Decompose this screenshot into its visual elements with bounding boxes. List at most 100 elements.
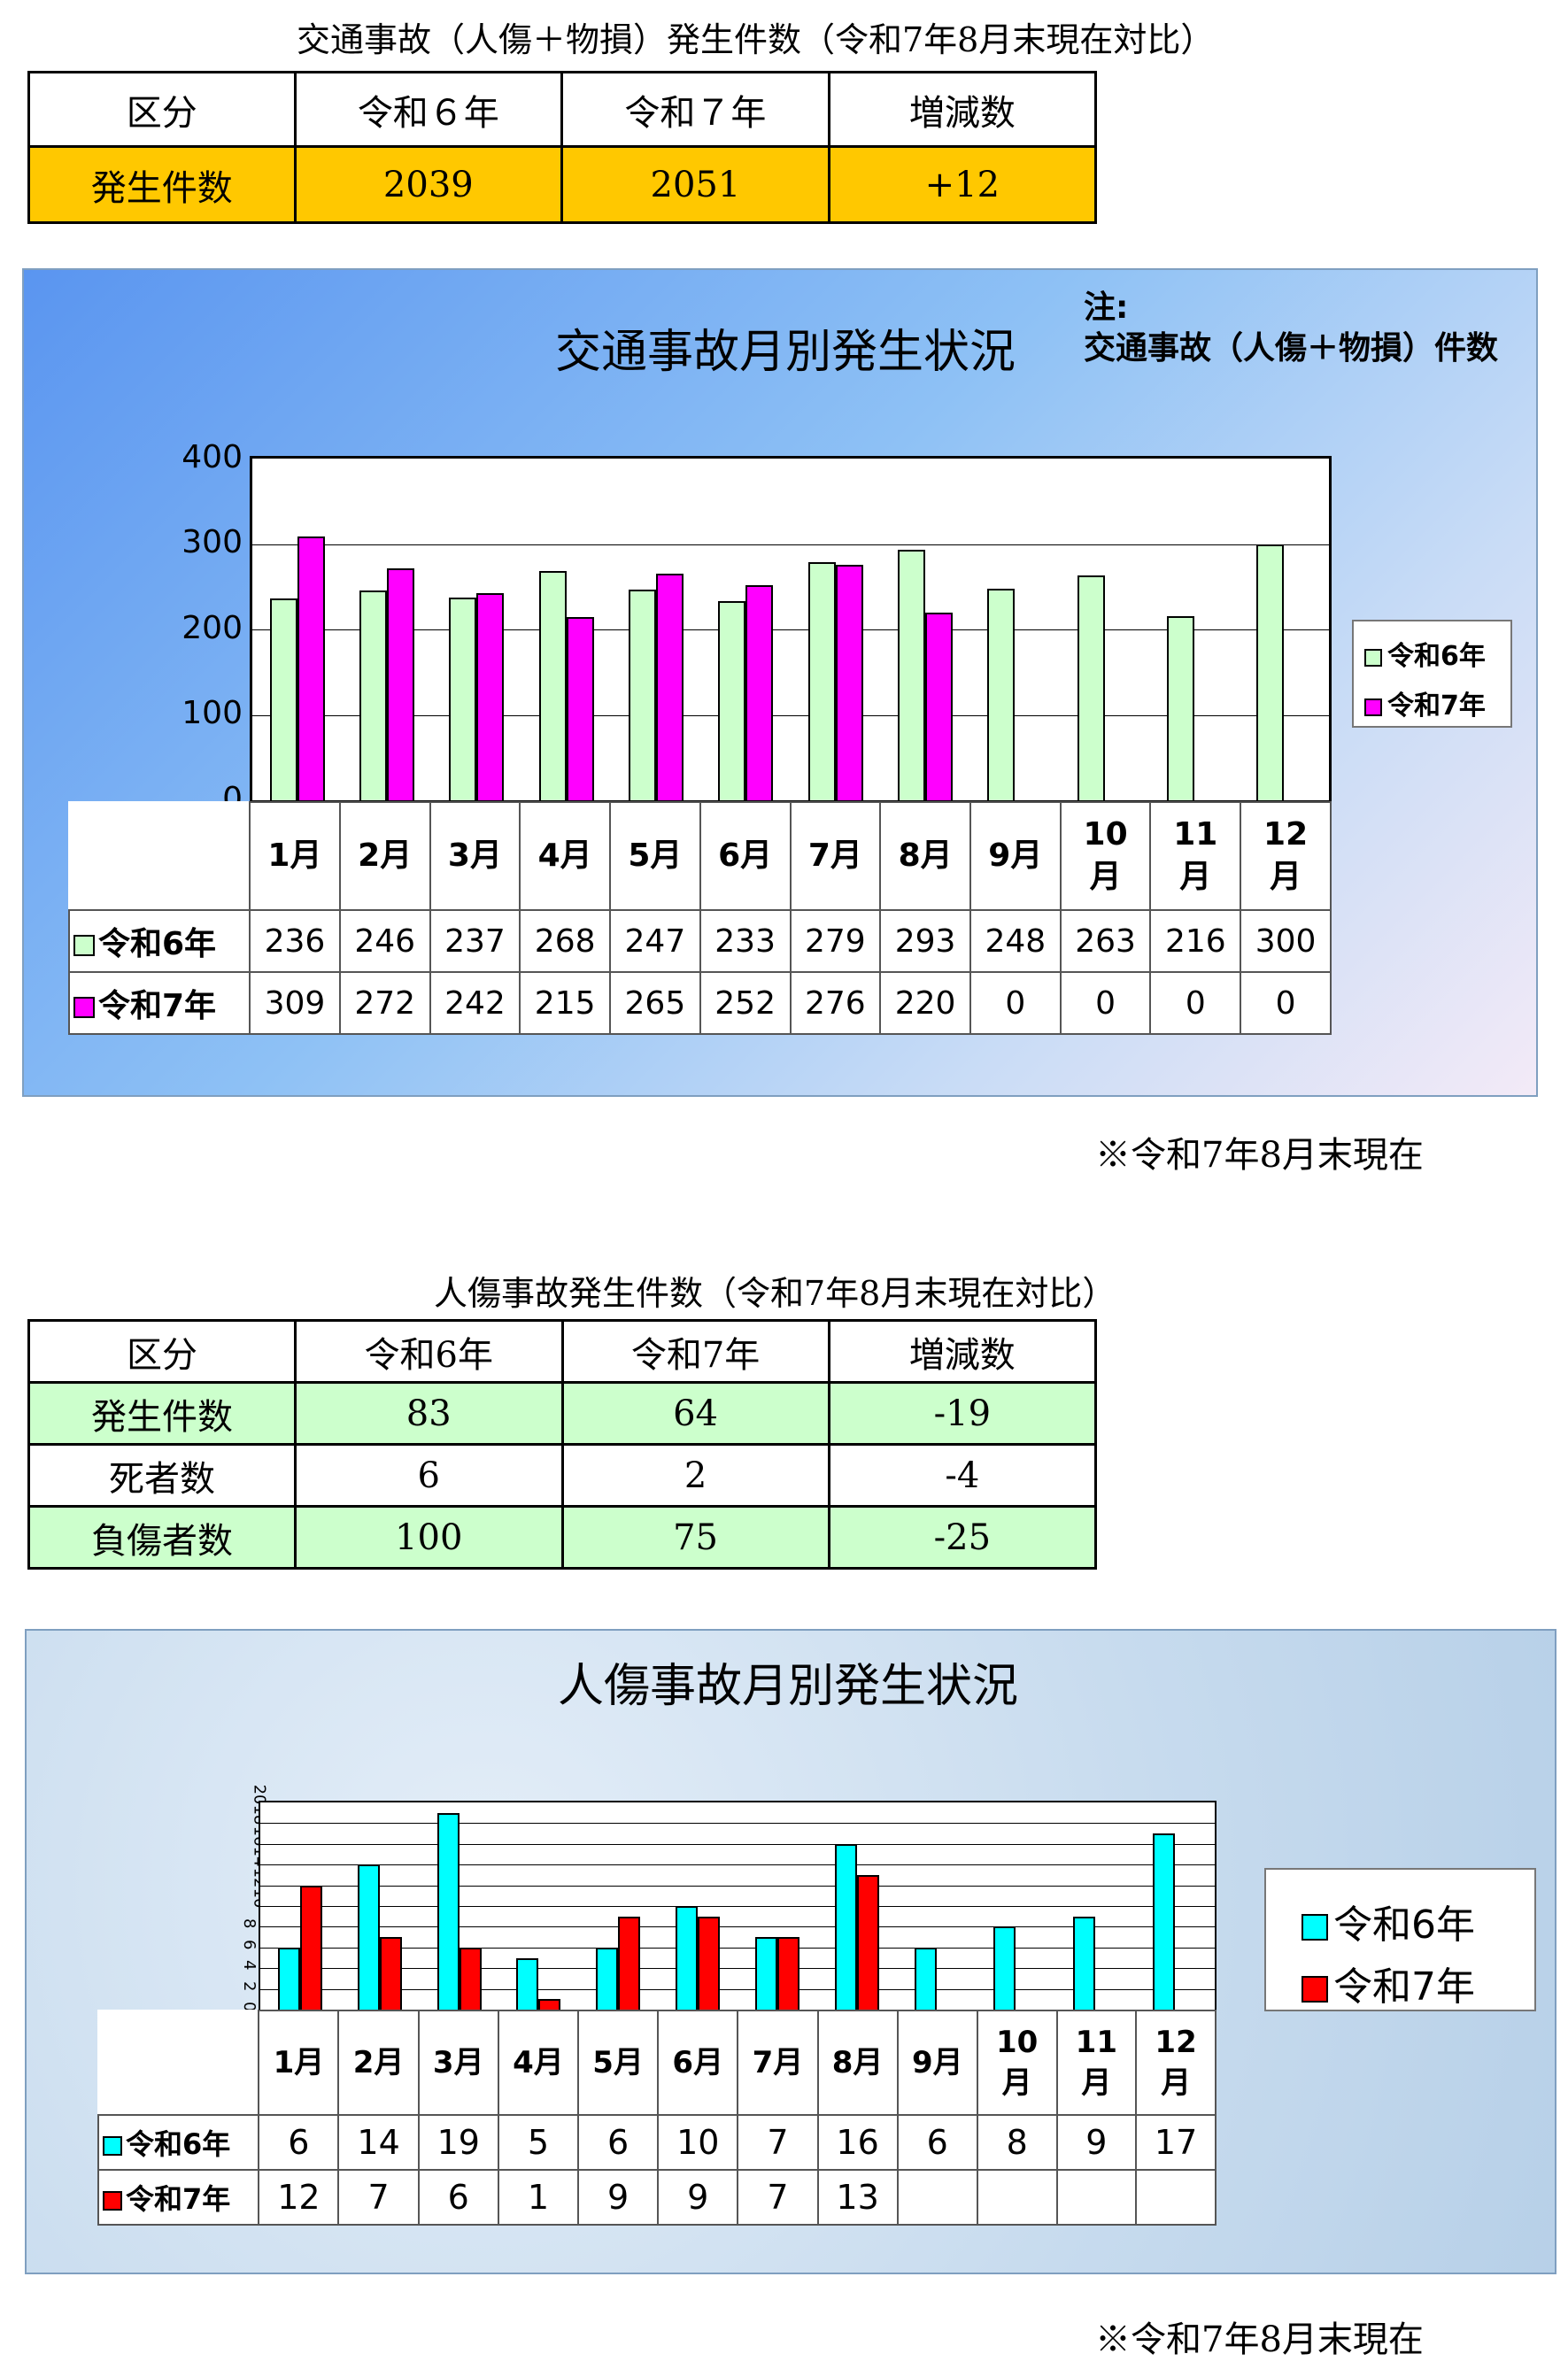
c1-legend-swatch — [1364, 648, 1382, 667]
c2-legend-label: 令和7年 — [1333, 1964, 1475, 2010]
chart2-legend: 令和6年 令和7年 — [1264, 1868, 1536, 2011]
c2-y-tick-label: 4 — [239, 1960, 259, 1971]
c1-bar — [1167, 615, 1194, 800]
c1-legend-item: 令和6年 — [1364, 634, 1486, 673]
c1-table-value: 263 — [1059, 909, 1152, 973]
c1-category-label: 2月 — [338, 801, 431, 911]
c2-table-value: 19 — [417, 2114, 499, 2171]
c1-table-value: 0 — [969, 971, 1062, 1035]
c2-bar — [776, 1937, 799, 2010]
c1-category-label: 12 月 — [1240, 801, 1332, 911]
table1-header: 令和６年 — [293, 71, 564, 148]
c2-table-value: 10 — [657, 2114, 739, 2171]
c1-bar — [898, 550, 925, 800]
c2-table-header-row: 1月 2月 3月 4月 5月 6月 7月 8月 9月 10 月 11 月 12 月 — [98, 2010, 1217, 2116]
chart1-footnote: ※令和7年8月末現在 — [1095, 1135, 1424, 1176]
c2-category-label: 3月 — [417, 2010, 499, 2116]
c1-bar — [987, 588, 1016, 800]
c1-series-label: 令和7年 — [67, 971, 251, 1035]
c2-bar — [357, 1864, 380, 2010]
c1-series-swatch — [73, 997, 95, 1018]
c2-bar — [698, 1916, 721, 2010]
c1-table-value: 279 — [789, 909, 882, 973]
c2-category-label: 8月 — [816, 2010, 899, 2116]
chart1-panel: 交通事故月別発生状況 注: 交通事故（人傷＋物損）件数 400 300 200 100… — [22, 268, 1538, 1097]
c1-bar — [925, 612, 953, 800]
c1-table-value: 0 — [1240, 971, 1332, 1035]
c1-bar — [835, 564, 863, 800]
c2-table-value: 16 — [816, 2114, 899, 2171]
table2-cell: 100 — [293, 1505, 564, 1570]
c2-gridline — [260, 1968, 1215, 1970]
c1-y-tick-label: 100 — [182, 695, 243, 732]
c2-bar — [596, 1947, 619, 2010]
c1-bar — [269, 598, 297, 800]
c2-gridline — [260, 1823, 1215, 1825]
c1-table-row: 令和6年 236 246 237 268 247 233 279 293 248 263 216 300 — [67, 909, 1332, 973]
c1-legend-label: 令和7年 — [1387, 691, 1486, 722]
c2-table-value: 6 — [258, 2114, 340, 2171]
c2-y-tick-label: 2 — [239, 1980, 259, 1992]
c1-bar — [1256, 544, 1285, 800]
c1-legend-label: 令和6年 — [1387, 641, 1486, 672]
c1-table-corner — [69, 802, 250, 910]
table1-cell: +12 — [827, 145, 1098, 224]
c2-bar — [538, 1999, 561, 2010]
c2-table-value: 9 — [657, 2169, 739, 2226]
c1-legend-swatch — [1364, 698, 1382, 716]
c2-bar — [914, 1947, 937, 2010]
table2-cell: 83 — [293, 1381, 564, 1446]
c1-y-tick-label: 200 — [182, 609, 243, 646]
c2-bar — [459, 1947, 482, 2010]
c1-bar — [297, 536, 325, 800]
c2-table-row: 令和7年 12 7 6 1 9 9 7 13 — [97, 2169, 1217, 2226]
c1-bar — [476, 593, 505, 800]
c2-table-value: 17 — [1135, 2114, 1217, 2171]
c2-table-corner — [98, 2010, 259, 2115]
c2-table-value: 6 — [417, 2169, 499, 2226]
c2-bar — [834, 1843, 857, 2010]
chart2-data-table: 1月 2月 3月 4月 5月 6月 7月 8月 9月 10 月 11 月 12 月令和6年 6 14 19 5… — [97, 2010, 1217, 2226]
table2-header: 令和6年 — [293, 1319, 564, 1384]
c1-series-swatch — [73, 935, 95, 956]
c1-table-value: 215 — [519, 971, 612, 1035]
chart2-panel: 人傷事故月別発生状況 20181614121086420 1月2月3月4月5月6… — [25, 1629, 1556, 2274]
chart2-footnote: ※令和7年8月末現在 — [1095, 2319, 1424, 2360]
c2-category-label: 6月 — [657, 2010, 739, 2116]
table2-cell: 6 — [293, 1443, 564, 1508]
c2-series-swatch — [103, 2191, 122, 2211]
c2-category-label: 5月 — [576, 2010, 660, 2116]
table2-cell: 負傷者数 — [27, 1505, 297, 1570]
c1-bar — [656, 574, 684, 800]
c2-category-label: 1月 — [258, 2010, 340, 2116]
table2-cell: 死者数 — [27, 1443, 297, 1508]
c2-table-value: 7 — [737, 2114, 819, 2171]
c1-table-value: 237 — [429, 909, 521, 973]
c1-bar — [538, 571, 567, 800]
c1-table-value: 265 — [609, 971, 701, 1035]
c2-gridline — [260, 1947, 1215, 1949]
c1-category-label: 1月 — [249, 801, 341, 911]
c1-table-value: 248 — [969, 909, 1062, 973]
c2-category-label: 9月 — [896, 2010, 978, 2116]
c1-table-value: 300 — [1240, 909, 1332, 973]
table2-cell: -19 — [827, 1381, 1098, 1446]
chart2-title: 人傷事故月別発生状況 — [558, 1660, 1019, 1713]
c2-category-label: 4月 — [497, 2010, 580, 2116]
c1-table-value: 0 — [1059, 971, 1152, 1035]
chart1-note-line1: 注: — [1084, 289, 1129, 326]
table2-cell: 64 — [560, 1381, 830, 1446]
c2-legend-swatch — [1302, 1976, 1328, 2003]
table1-cell: 2039 — [293, 145, 564, 224]
c1-bar — [449, 598, 477, 800]
table2-caption: 人傷事故発生件数（令和7年8月末現在対比） — [434, 1274, 1116, 1313]
table2-cell: 発生件数 — [27, 1381, 297, 1446]
table1-header: 令和７年 — [560, 71, 830, 148]
c2-bar — [993, 1926, 1016, 2010]
c2-table-value: 9 — [1055, 2114, 1138, 2171]
c2-table-value — [1055, 2169, 1138, 2226]
table1-cell: 2051 — [560, 145, 830, 224]
c2-bar — [618, 1916, 641, 2010]
c1-table-value: 236 — [249, 909, 341, 973]
c2-bar — [676, 1906, 699, 2010]
